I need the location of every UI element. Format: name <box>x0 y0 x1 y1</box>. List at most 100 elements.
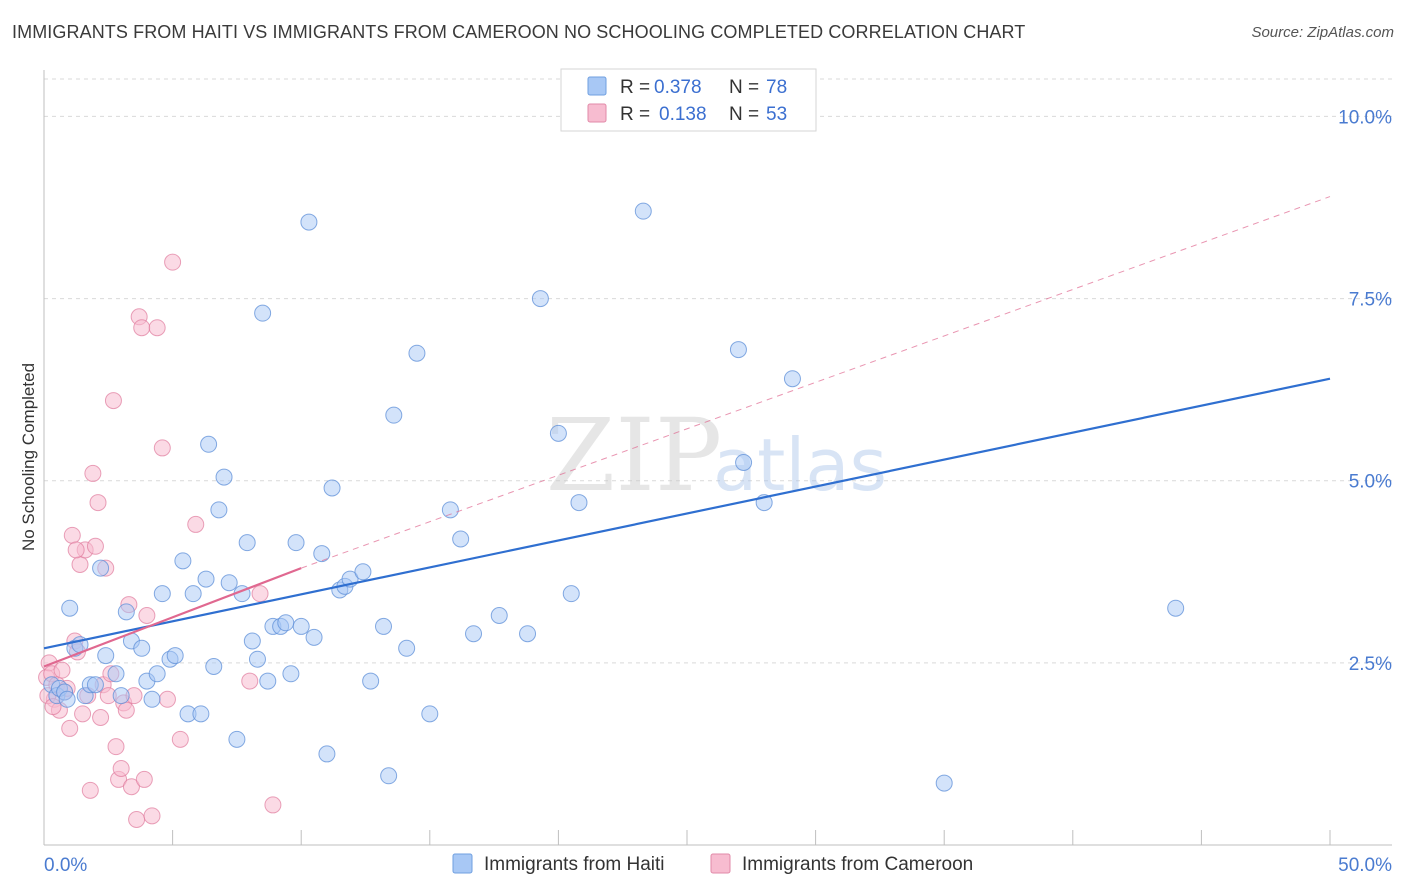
haiti-point <box>228 730 246 748</box>
haiti-point <box>107 665 125 683</box>
haiti-point <box>148 665 166 683</box>
legend-r-label-haiti: R = <box>620 77 650 98</box>
cameroon-trend-line <box>43 567 302 668</box>
haiti-point <box>282 665 300 683</box>
haiti-point <box>729 341 747 359</box>
haiti-point <box>210 501 228 519</box>
haiti-point <box>238 534 256 552</box>
cameroon-point <box>74 705 92 723</box>
haiti-point <box>254 304 272 322</box>
haiti-point <box>935 774 953 792</box>
legend-n-label-cameroon: N = <box>729 104 759 125</box>
haiti-point <box>323 479 341 497</box>
haiti-point <box>490 607 508 624</box>
haiti-point <box>117 603 135 621</box>
y-tick-label: 7.5% <box>1349 290 1392 311</box>
haiti-point <box>174 552 192 570</box>
cameroon-point <box>128 811 146 828</box>
haiti-point <box>634 202 652 220</box>
haiti-point <box>220 574 238 592</box>
legend-r-value-cameroon: 0.138 <box>659 104 707 125</box>
haiti-point <box>205 658 223 675</box>
trend-lines <box>43 196 1331 668</box>
legend-swatch-cameroon <box>587 103 607 123</box>
cameroon-point <box>67 541 85 559</box>
haiti-point <box>1167 599 1185 617</box>
haiti-point <box>184 585 202 603</box>
haiti-point <box>318 745 336 763</box>
haiti-point <box>313 545 331 563</box>
haiti-point <box>97 647 115 665</box>
cameroon-point <box>53 661 71 679</box>
haiti-point <box>519 625 537 643</box>
cameroon-point <box>138 607 156 624</box>
cameroon-point <box>104 392 122 410</box>
bottom-legend-swatch-haiti <box>452 853 473 874</box>
haiti-point <box>452 530 470 548</box>
legend-n-value-haiti: 78 <box>766 77 787 98</box>
haiti-point <box>354 563 372 581</box>
haiti-point <box>375 617 393 635</box>
axes <box>43 70 1392 846</box>
legend-r-value-haiti: 0.378 <box>654 77 702 98</box>
y-tick-label: 10.0% <box>1338 107 1392 128</box>
legend-n-value-cameroon: 53 <box>766 104 787 125</box>
cameroon-point <box>86 537 104 555</box>
haiti-point <box>200 435 218 453</box>
haiti-point <box>300 213 318 231</box>
y-tick-label: 5.0% <box>1349 472 1392 493</box>
haiti-point <box>277 614 295 632</box>
cameroon-point <box>92 709 110 726</box>
haiti-point <box>248 650 266 668</box>
haiti-point <box>531 290 549 308</box>
chart-source: Source: ZipAtlas.com <box>1251 24 1394 41</box>
bottom-legend-label-haiti: Immigrants from Haiti <box>484 854 665 875</box>
cameroon-point <box>61 719 79 737</box>
watermark: ZIP atlas <box>546 397 887 514</box>
haiti-point <box>92 559 110 577</box>
haiti-point <box>441 501 459 519</box>
cameroon-point <box>122 778 140 796</box>
series-haiti-points <box>43 202 1185 792</box>
cameroon-point <box>187 515 205 533</box>
haiti-point <box>380 767 398 785</box>
haiti-point <box>153 585 171 603</box>
x-tick-label-min: 0.0% <box>44 855 87 876</box>
cameroon-point <box>133 319 151 337</box>
legend-n-label-haiti: N = <box>729 77 759 98</box>
cameroon-point <box>84 464 102 482</box>
haiti-point <box>287 534 305 552</box>
haiti-point <box>166 647 184 665</box>
chart-title: IMMIGRANTS FROM HAITI VS IMMIGRANTS FROM… <box>12 22 1026 42</box>
haiti-point <box>133 639 151 657</box>
haiti-point <box>243 632 261 650</box>
haiti-point <box>215 468 233 486</box>
correlation-legend: R = 0.378 N = 78 R = 0.138 N = 53 <box>560 68 817 132</box>
haiti-point <box>61 599 79 617</box>
cameroon-point <box>71 556 89 573</box>
cameroon-point <box>164 253 182 271</box>
cameroon-point <box>148 319 166 337</box>
bottom-legend-label-cameroon: Immigrants from Cameroon <box>742 854 973 875</box>
haiti-point <box>292 617 310 635</box>
cameroon-point <box>171 730 189 748</box>
cameroon-point <box>112 760 130 777</box>
grid-lines <box>44 78 1392 664</box>
haiti-point <box>408 344 426 362</box>
haiti-trend-line <box>43 377 1331 650</box>
cameroon-point <box>241 672 259 690</box>
cameroon-point <box>117 701 135 719</box>
legend-r-label-cameroon: R = <box>620 104 650 125</box>
cameroon-point <box>135 770 153 788</box>
haiti-point <box>86 676 104 694</box>
cameroon-point <box>251 585 269 603</box>
haiti-point <box>58 690 76 708</box>
watermark-zip: ZIP <box>546 397 722 514</box>
haiti-point <box>362 672 380 690</box>
cameroon-point <box>153 439 171 457</box>
haiti-point <box>570 494 588 512</box>
haiti-point <box>421 705 439 723</box>
cameroon-point <box>143 807 161 825</box>
haiti-point <box>385 406 403 424</box>
